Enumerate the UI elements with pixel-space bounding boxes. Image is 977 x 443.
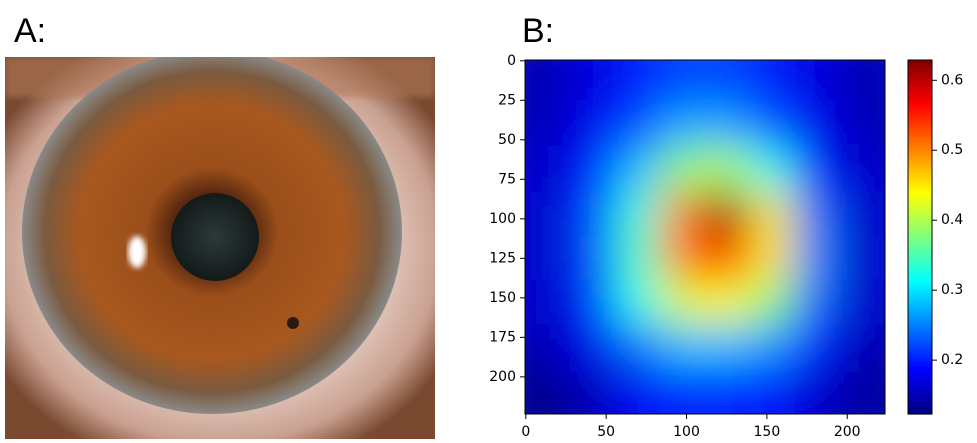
y-tick-label: 100 [489, 211, 516, 227]
heatmap-area [485, 20, 925, 443]
heatmap-cell [659, 103, 708, 151]
heatmap-cell [659, 192, 708, 240]
heatmap-cell [794, 192, 843, 240]
figure: A: B: 0 50 100 150 200 0 25 50 75 100 125 150 175 200… [0, 0, 977, 443]
heatmap-cell [569, 20, 618, 107]
heatmap-cell [659, 236, 708, 284]
heatmap-cell [659, 147, 708, 195]
y-tick-label: 200 [489, 369, 516, 385]
colorbar-tick-label: 0.3 [941, 282, 963, 298]
heatmap-cell [614, 103, 663, 151]
heatmap-cell [704, 324, 753, 372]
heatmap-cell [569, 280, 618, 328]
heatmap-cell [794, 20, 843, 107]
colorbar-tick-label: 0.2 [941, 352, 963, 368]
heatmap-cell [704, 192, 753, 240]
heatmap-cell [749, 236, 798, 284]
heatmap-cell [614, 324, 663, 372]
heatmap-cell [704, 369, 753, 443]
x-tick-label: 0 [521, 424, 530, 440]
heatmap-cell [614, 369, 663, 443]
heatmap-cell [794, 147, 843, 195]
y-tick-label: 175 [489, 329, 516, 345]
heatmap-cell [659, 280, 708, 328]
heatmap-cell [614, 280, 663, 328]
heatmap-cell [569, 324, 618, 372]
heatmap-cell [749, 324, 798, 372]
heatmap-cell [659, 20, 708, 107]
heatmap-cells [485, 20, 925, 443]
heatmap-cell [569, 103, 618, 151]
colorbar-tick-label: 0.6 [941, 72, 963, 88]
heatmap-cell [659, 324, 708, 372]
panel-label: B: [522, 12, 554, 50]
x-tick-label: 150 [754, 424, 781, 440]
colorbar-tick-label: 0.4 [941, 212, 963, 228]
y-tick-label: 125 [489, 250, 516, 266]
heatmap-cell [749, 192, 798, 240]
panel-label: A: [14, 12, 46, 50]
page: A: B: 0 50 100 150 200 0 25 50 75 100 125 150 175 200… [0, 0, 977, 443]
heatmap-cell [569, 147, 618, 195]
y-tick-label: 0 [507, 53, 516, 69]
heatmap-cell [704, 147, 753, 195]
colorbar-tick-label: 0.5 [941, 142, 963, 158]
heatmap-cell [794, 236, 843, 284]
heatmap-cell [749, 103, 798, 151]
heatmap-cell [704, 20, 753, 107]
x-tick-label: 50 [597, 424, 615, 440]
x-tick-label: 200 [834, 424, 861, 440]
heatmap-cell [614, 20, 663, 107]
y-tick-label: 150 [489, 290, 516, 306]
heatmap-cell [569, 236, 618, 284]
x-tick-label: 100 [673, 424, 700, 440]
heatmap-cell [794, 324, 843, 372]
heatmap-cell [614, 192, 663, 240]
y-tick-label: 25 [498, 92, 516, 108]
heatmap-cell [614, 147, 663, 195]
y-tick-label: 75 [498, 171, 516, 187]
heatmap-cell [569, 192, 618, 240]
heatmap-cell [794, 280, 843, 328]
heatmap-cell [749, 147, 798, 195]
heatmap-cell [749, 20, 798, 107]
heatmap-cell [614, 236, 663, 284]
heatmap-cell [704, 236, 753, 284]
heatmap-cell [704, 280, 753, 328]
heatmap-cell [794, 103, 843, 151]
heatmap-cell [704, 103, 753, 151]
eye-photo [5, 50, 435, 439]
heatmap-cell [749, 280, 798, 328]
y-tick-label: 50 [498, 132, 516, 148]
